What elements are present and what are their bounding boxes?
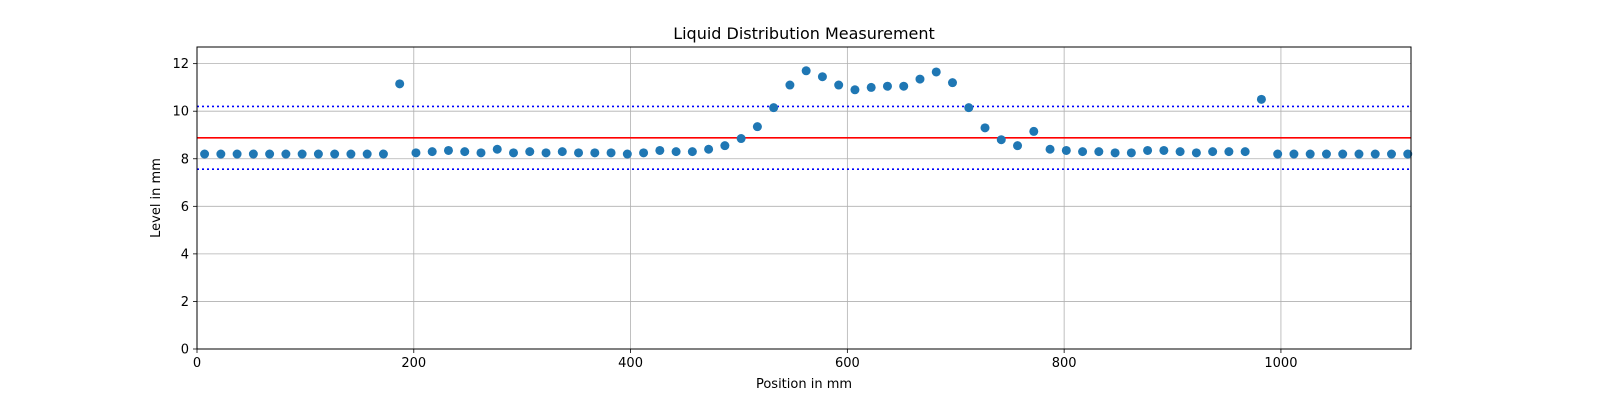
- data-point: [834, 80, 844, 90]
- x-tick-label: 600: [835, 356, 860, 371]
- data-point: [769, 103, 779, 113]
- data-points: [200, 66, 1413, 159]
- grid-lines: [196, 47, 1411, 350]
- data-point: [509, 148, 519, 158]
- data-point: [265, 149, 275, 159]
- data-point: [899, 81, 909, 91]
- data-point: [1321, 149, 1331, 159]
- data-point: [460, 147, 470, 157]
- data-point: [1110, 148, 1120, 158]
- data-point: [996, 135, 1006, 145]
- y-axis-ticks: 0 2 4 6 8 10 12: [172, 57, 197, 358]
- data-point: [882, 81, 892, 91]
- data-point: [1224, 147, 1234, 157]
- data-point: [395, 79, 405, 89]
- data-point: [411, 148, 421, 158]
- data-point: [1240, 147, 1250, 157]
- data-point: [931, 67, 941, 77]
- data-point: [297, 149, 307, 159]
- data-point: [281, 149, 291, 159]
- x-tick-label: 400: [618, 356, 643, 371]
- data-point: [1386, 149, 1396, 159]
- data-point: [1061, 145, 1071, 155]
- x-tick-label: 1000: [1264, 356, 1297, 371]
- data-point: [704, 144, 714, 154]
- x-tick-label: 800: [1052, 356, 1077, 371]
- data-point: [216, 149, 226, 159]
- data-point: [801, 66, 811, 76]
- y-tick-label: 6: [181, 200, 189, 215]
- data-point: [492, 144, 502, 154]
- y-tick-label: 8: [181, 152, 189, 167]
- data-point: [671, 147, 681, 157]
- y-tick-label: 12: [172, 57, 189, 72]
- chart-title: Liquid Distribution Measurement: [673, 24, 935, 43]
- data-point: [1078, 147, 1088, 157]
- y-tick-label: 4: [181, 247, 189, 262]
- data-point: [1175, 147, 1185, 157]
- data-point: [850, 85, 860, 95]
- data-point: [736, 134, 746, 144]
- data-point: [378, 149, 388, 159]
- y-tick-label: 0: [181, 343, 189, 358]
- data-point: [248, 149, 258, 159]
- data-point: [1094, 147, 1104, 157]
- data-point: [1029, 126, 1039, 136]
- data-point: [590, 148, 600, 158]
- data-point: [1370, 149, 1380, 159]
- data-point: [362, 149, 372, 159]
- data-point: [541, 148, 551, 158]
- data-point: [980, 123, 990, 133]
- data-point: [1273, 149, 1283, 159]
- y-tick-label: 10: [172, 105, 189, 120]
- data-point: [1289, 149, 1299, 159]
- data-point: [1191, 148, 1201, 158]
- data-point: [476, 148, 486, 158]
- data-point: [720, 141, 730, 151]
- data-point: [817, 72, 827, 82]
- data-point: [606, 148, 616, 158]
- plot-frame: [196, 46, 1412, 350]
- data-point: [1143, 145, 1153, 155]
- data-point: [687, 147, 697, 157]
- reference-lines: [197, 105, 1411, 171]
- data-point: [785, 80, 795, 90]
- data-point: [915, 74, 925, 84]
- data-point: [232, 149, 242, 159]
- data-point: [330, 149, 340, 159]
- y-axis-label: Level in mm: [149, 158, 164, 238]
- x-axis-label: Position in mm: [756, 377, 852, 392]
- y-tick-label: 2: [181, 295, 189, 310]
- data-point: [346, 149, 356, 159]
- data-point: [1354, 149, 1364, 159]
- data-point: [200, 149, 210, 159]
- data-point: [1045, 144, 1055, 154]
- data-point: [1305, 149, 1315, 159]
- data-point: [525, 147, 535, 157]
- x-tick-label: 0: [193, 356, 201, 371]
- data-point: [427, 147, 437, 157]
- data-point: [964, 103, 974, 113]
- data-point: [947, 78, 957, 88]
- data-point: [752, 122, 762, 132]
- data-point: [313, 149, 323, 159]
- x-axis-ticks: 0 200 400 600 800 1000: [193, 349, 1297, 371]
- data-point: [1208, 147, 1218, 157]
- data-point: [655, 145, 665, 155]
- data-point: [866, 82, 876, 92]
- data-point: [1403, 149, 1413, 159]
- x-tick-label: 200: [401, 356, 426, 371]
- data-point: [574, 148, 584, 158]
- data-point: [639, 148, 649, 158]
- data-point: [1338, 149, 1348, 159]
- data-point: [622, 149, 632, 159]
- data-point: [1126, 148, 1136, 158]
- data-point: [443, 145, 453, 155]
- data-point: [1159, 145, 1169, 155]
- data-point: [1013, 141, 1023, 151]
- data-point: [1256, 94, 1266, 104]
- data-point: [557, 147, 567, 157]
